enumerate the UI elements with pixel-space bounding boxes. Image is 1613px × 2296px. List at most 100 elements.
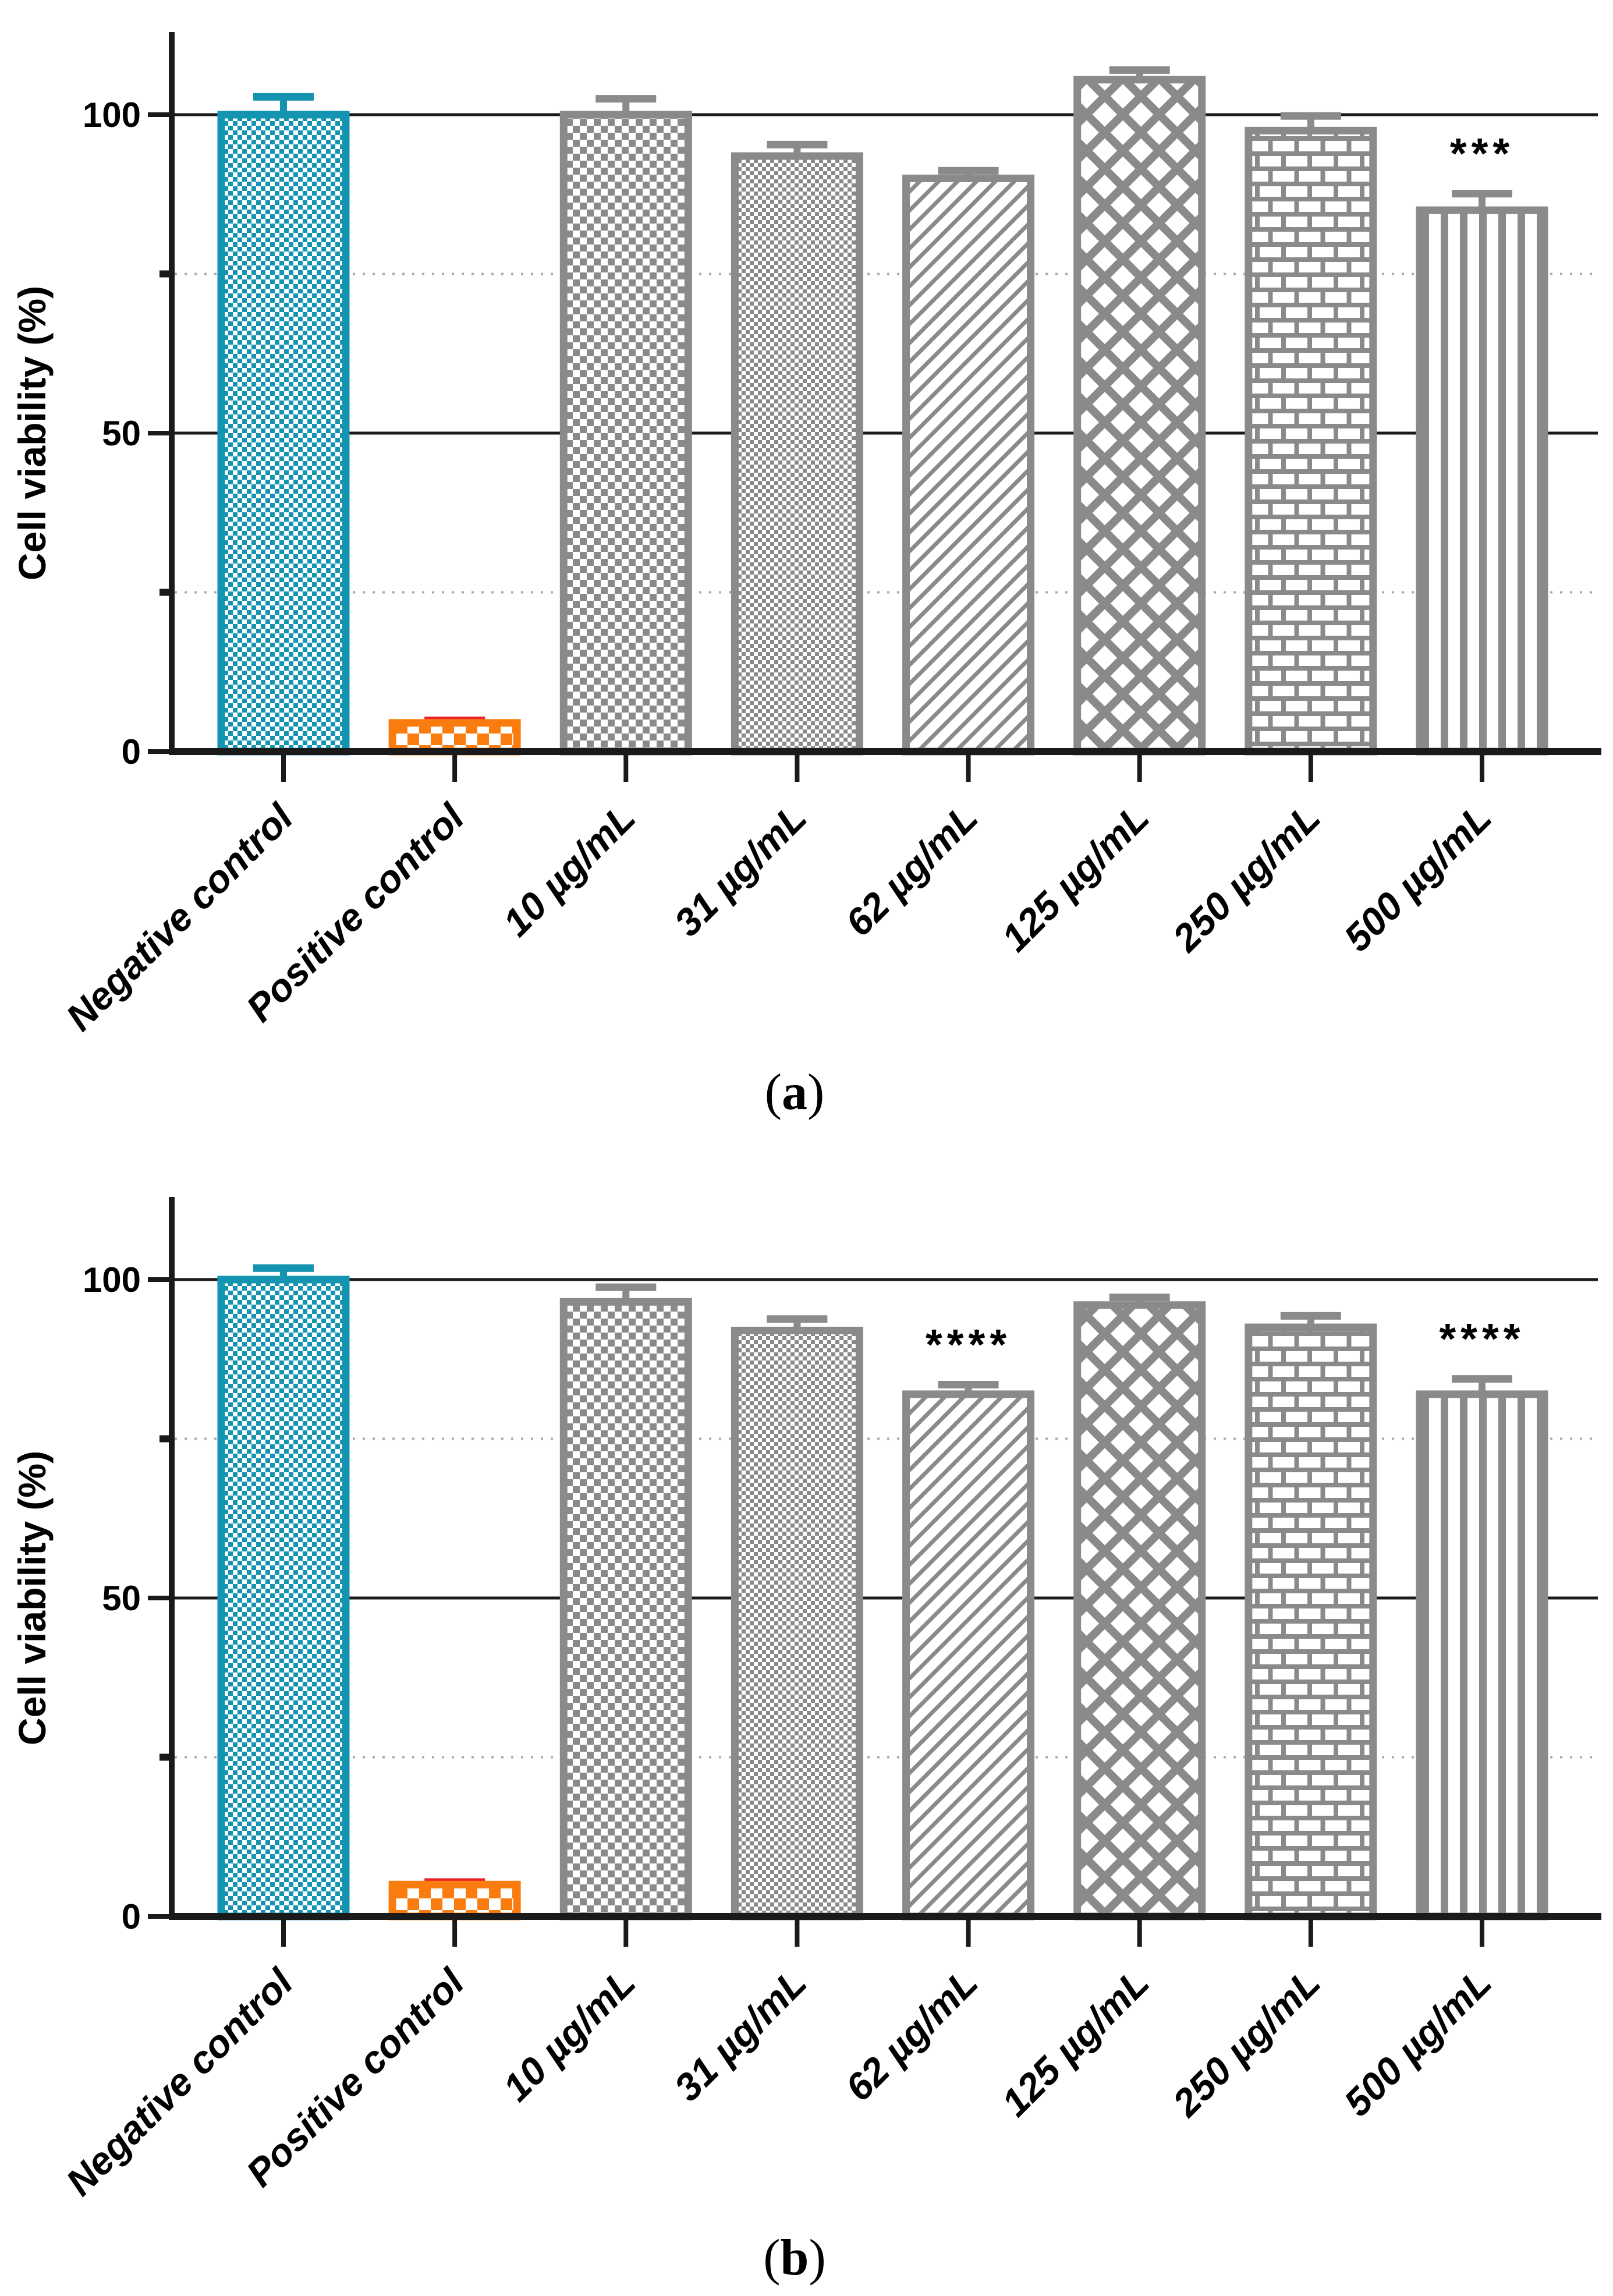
error-bar-cap	[1280, 112, 1341, 120]
bar-negative-control	[217, 111, 350, 756]
x-tick	[281, 1920, 286, 1947]
bar-10-g-ml	[559, 111, 692, 756]
y-axis-title: Cell viability (%)	[10, 286, 54, 580]
error-bar-stem	[1478, 1379, 1486, 1394]
error-bar-cap	[1451, 1375, 1512, 1383]
x-tick	[1479, 755, 1484, 782]
caption-a-letter: a	[782, 1064, 807, 1121]
y-axis-title: Cell viability (%)	[10, 1451, 54, 1745]
error-bar-cap	[1280, 1312, 1341, 1320]
error-bar-cap	[595, 1283, 657, 1291]
y-tick-label: 0	[122, 1897, 141, 1936]
significance-marker: ****	[1439, 1314, 1525, 1363]
bar-62-g-ml	[902, 1390, 1035, 1921]
bar-250-g-ml	[1245, 1323, 1377, 1921]
bar-500-g-ml	[1416, 206, 1548, 756]
x-tick-label: 62 µg/mL	[837, 796, 986, 945]
error-bar-cap	[253, 93, 314, 101]
bar-125-g-ml	[1073, 76, 1206, 756]
x-tick-label: 250 µg/mL	[1164, 1961, 1328, 2125]
y-tick	[148, 1914, 175, 1919]
error-bar-cap	[767, 1315, 828, 1323]
y-tick-label: 100	[83, 95, 141, 134]
x-tick-label: 10 µg/mL	[495, 796, 644, 945]
panel-b-caption: (b)	[0, 2228, 1589, 2287]
error-bar-cap	[938, 166, 999, 175]
bar-500-g-ml	[1416, 1390, 1548, 1921]
error-bar-stem	[280, 97, 287, 115]
y-tick	[148, 1277, 175, 1282]
bar-positive-control	[388, 719, 521, 756]
error-bar-cap	[1109, 1294, 1170, 1302]
x-tick	[1308, 1920, 1313, 1947]
x-tick	[623, 755, 629, 782]
y-axis-line	[169, 1197, 175, 1920]
bar-10-g-ml	[559, 1298, 692, 1921]
panel-a-caption: (a)	[0, 1063, 1589, 1122]
x-tick-label: 31 µg/mL	[666, 1961, 815, 2110]
error-bar-cap	[767, 140, 828, 148]
y-axis-line	[169, 32, 175, 755]
bar-negative-control	[217, 1275, 350, 1921]
panel-a-chart: Negative control Positive control 10 µg/mL…	[10, 32, 1601, 1039]
caption-b-letter: b	[780, 2230, 809, 2286]
error-bar-cap	[1451, 190, 1512, 198]
bar-31-g-ml	[731, 1327, 863, 1921]
bar-125-g-ml	[1073, 1301, 1206, 1921]
bar-31-g-ml	[731, 152, 863, 756]
x-tick	[1137, 1920, 1142, 1947]
y-tick-label: 100	[83, 1260, 141, 1299]
x-tick	[1308, 755, 1313, 782]
x-tick	[623, 1920, 629, 1947]
x-axis-line	[169, 1913, 1601, 1920]
x-tick	[281, 755, 286, 782]
error-bar-stem	[1478, 193, 1486, 211]
error-bar-cap	[253, 1264, 314, 1272]
x-axis-line	[169, 748, 1601, 755]
x-tick	[452, 1920, 458, 1947]
x-tick-label: 10 µg/mL	[495, 1961, 644, 2110]
caption-a-close: )	[807, 1064, 825, 1121]
caption-a-open: (	[764, 1064, 782, 1121]
y-tick	[148, 431, 175, 435]
caption-b-close: )	[809, 2230, 826, 2286]
y-tick-label: 50	[102, 414, 141, 453]
y-tick	[148, 1596, 175, 1600]
y-minor-tick	[159, 1753, 175, 1761]
x-tick	[1137, 755, 1142, 782]
bar-positive-control	[388, 1880, 521, 1921]
x-tick-label: 250 µg/mL	[1164, 796, 1328, 961]
x-tick	[966, 755, 971, 782]
x-tick-label: 125 µg/mL	[993, 1961, 1157, 2125]
x-tick-label: 31 µg/mL	[666, 796, 815, 945]
x-tick-label: 500 µg/mL	[1335, 1961, 1499, 2125]
significance-marker: ***	[1450, 129, 1514, 178]
y-minor-tick	[159, 589, 175, 596]
x-tick-label: 500 µg/mL	[1335, 796, 1499, 960]
x-tick	[452, 755, 458, 782]
x-tick	[966, 1920, 971, 1947]
x-tick	[795, 1920, 800, 1947]
significance-marker: ****	[926, 1320, 1011, 1369]
y-minor-tick	[159, 270, 175, 278]
y-tick	[148, 749, 175, 754]
x-tick-label: 62 µg/mL	[837, 1961, 986, 2110]
error-bar-cap	[1109, 66, 1170, 74]
y-tick-label: 50	[102, 1579, 141, 1618]
bar-62-g-ml	[902, 174, 1035, 756]
panel-b-chart: Negative control Positive control 10 µg/mL…	[0, 1165, 1613, 2296]
x-tick	[1479, 1920, 1484, 1947]
y-minor-tick	[159, 1435, 175, 1443]
error-bar-cap	[595, 95, 657, 103]
y-tick	[148, 112, 175, 117]
error-bar-stem	[622, 98, 630, 115]
bar-250-g-ml	[1245, 126, 1377, 756]
error-bar-cap	[938, 1381, 999, 1389]
caption-b-open: (	[763, 2230, 781, 2286]
x-tick	[795, 755, 800, 782]
x-tick-label: 125 µg/mL	[993, 796, 1157, 960]
y-tick-label: 0	[122, 732, 141, 771]
